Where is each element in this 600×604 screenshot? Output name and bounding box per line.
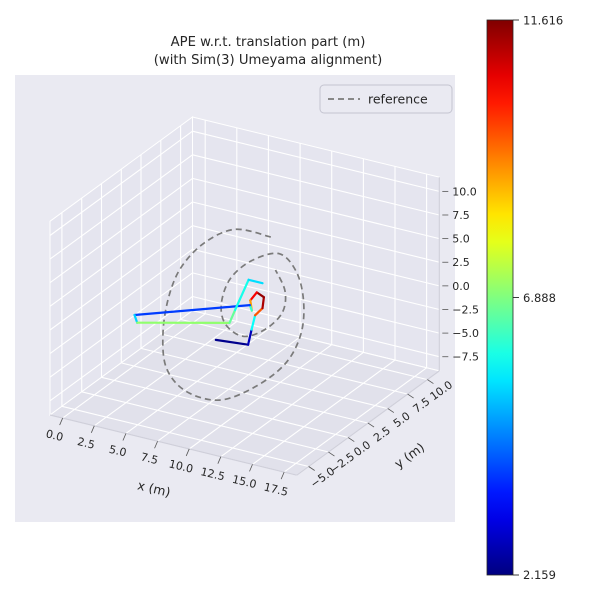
colorbar-gradient [487,20,513,575]
z-tick-label: 7.5 [452,209,470,222]
colorbar-label-min: 2.159 [523,568,556,582]
colorbar-label-max: 11.616 [523,14,563,28]
z-tick-label: 0.0 [452,280,470,293]
z-tick-label: −7.5 [452,351,479,364]
ape-trajectory-segment [263,297,264,308]
chart-subtitle: (with Sim(3) Umeyama alignment) [154,53,382,68]
legend-label: reference [368,92,428,107]
z-tick-label: 5.0 [452,233,470,246]
z-tick-label: 10.0 [452,185,477,198]
chart-title: APE w.r.t. translation part (m) [171,35,366,50]
z-tick-label: −5.0 [452,327,479,340]
colorbar-label-mid: 6.888 [523,291,556,305]
z-tick-label: 2.5 [452,256,470,269]
legend: reference [320,85,452,113]
z-tick-label: −2.5 [452,304,479,317]
